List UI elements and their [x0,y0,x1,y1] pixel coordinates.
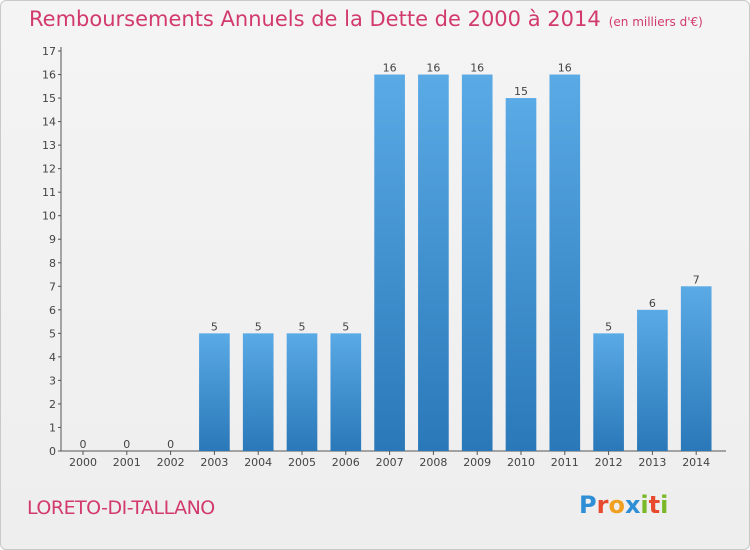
logo-letter: o [608,491,625,519]
bar [374,74,405,451]
bar-value-label: 16 [558,62,572,75]
chart-title: Remboursements Annuels de la Dette de 20… [29,7,703,31]
x-tick-label: 2014 [682,456,710,469]
y-tick-label: 8 [49,257,56,270]
bar-value-label: 16 [470,62,484,75]
y-tick-label: 0 [49,445,56,458]
bar-value-label: 7 [693,273,700,286]
proxiti-logo: Proxiti [579,491,668,519]
y-tick-label: 7 [49,280,56,293]
y-tick-label: 5 [49,327,56,340]
bar-value-label: 0 [80,438,87,451]
logo-letter: r [596,491,609,519]
x-tick-label: 2013 [638,456,666,469]
x-tick-label: 2008 [419,456,447,469]
x-tick-label: 2007 [376,456,404,469]
y-tick-label: 1 [49,421,56,434]
y-tick-label: 11 [42,186,56,199]
y-tick-label: 6 [49,304,56,317]
y-tick-label: 9 [49,233,56,246]
y-tick-label: 4 [49,351,56,364]
bar-value-label: 5 [342,320,349,333]
logo-letter: x [624,491,641,519]
logo-letter: P [579,491,597,519]
bar [461,74,493,451]
bar-value-label: 5 [255,320,262,333]
y-tick-label: 10 [42,210,56,223]
logo-letter: t [648,491,661,519]
bar [286,333,318,451]
bar [549,74,581,451]
x-tick-label: 2003 [200,456,228,469]
logo-letter: i [640,491,649,519]
bar-value-label: 6 [649,297,656,310]
x-tick-label: 2012 [595,456,623,469]
x-tick-label: 2004 [244,456,272,469]
x-tick-label: 2002 [157,456,185,469]
x-tick-label: 2009 [463,456,491,469]
bar-value-label: 5 [211,320,218,333]
bar [637,309,668,451]
y-tick-label: 15 [42,92,56,105]
bar-value-label: 0 [123,438,130,451]
x-tick-label: 2005 [288,456,316,469]
chart-subtitle: (en milliers d'€) [608,15,703,29]
bar [418,74,449,451]
y-tick-label: 16 [42,69,56,82]
bar [242,333,274,451]
bar [680,286,712,451]
y-tick-label: 3 [49,374,56,387]
chart-title-text: Remboursements Annuels de la Dette de 20… [29,7,601,31]
x-tick-label: 2000 [69,456,97,469]
x-tick-label: 2011 [551,456,579,469]
bar-value-label: 16 [426,62,440,75]
logo-letter: i [660,491,669,519]
bar [505,98,537,451]
bar [199,333,230,451]
bar [330,333,362,451]
y-tick-label: 13 [42,139,56,152]
y-tick-label: 2 [49,398,56,411]
x-tick-label: 2006 [332,456,360,469]
bar-value-label: 15 [514,85,528,98]
x-tick-label: 2010 [507,456,535,469]
bar-value-label: 5 [299,320,306,333]
x-tick-label: 2001 [113,456,141,469]
y-tick-label: 17 [42,45,56,58]
bar-value-label: 16 [383,62,397,75]
y-tick-label: 12 [42,163,56,176]
y-tick-label: 14 [42,116,56,129]
bar [593,333,624,451]
bar-value-label: 0 [167,438,174,451]
commune-name: LORETO-DI-TALLANO [27,497,215,519]
bar-value-label: 5 [605,320,612,333]
